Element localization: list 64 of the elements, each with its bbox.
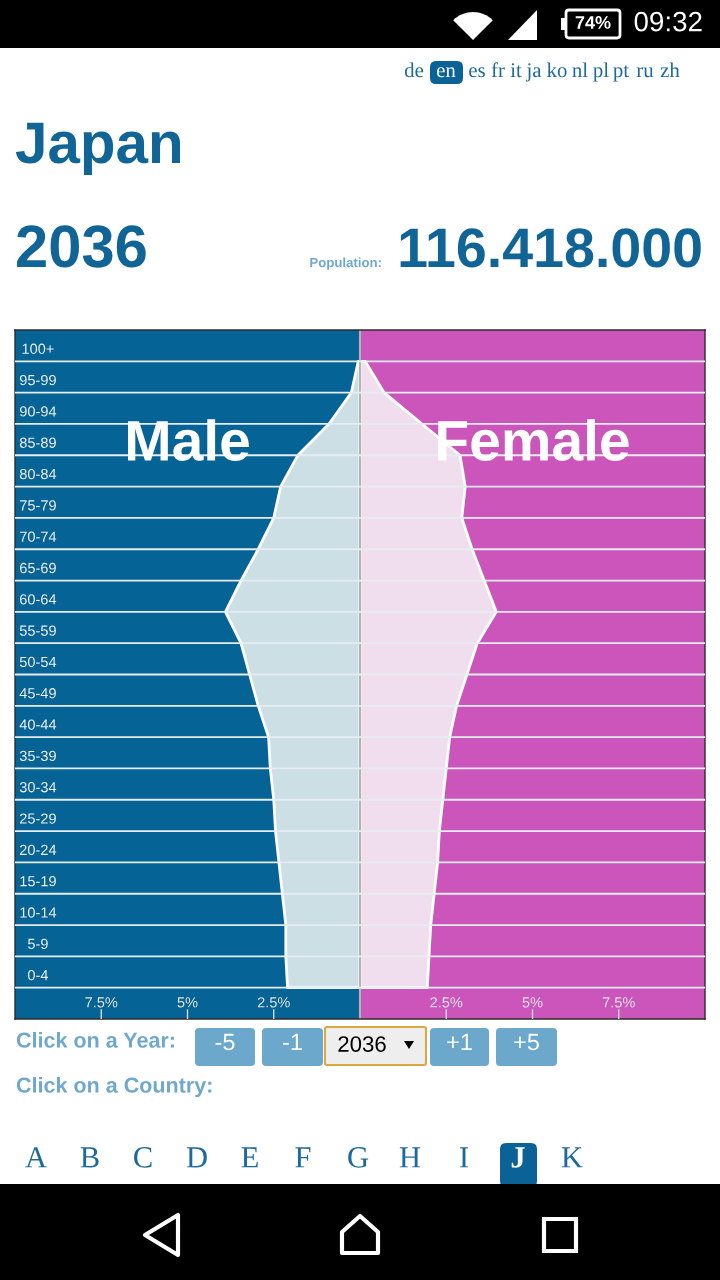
text: Click on a Year: (16, 1031, 174, 1048)
text: -1 (283, 1033, 302, 1051)
text: pl (593, 62, 609, 82)
y-tick-label: 75-79 (20, 500, 56, 511)
text: 74% (575, 16, 611, 29)
y-tick-label: 60-64 (20, 594, 57, 605)
text: E (241, 1147, 258, 1168)
text: -5 (215, 1033, 235, 1051)
chart-title: Japan (15, 122, 180, 176)
y-tick-label: 100+ (22, 343, 54, 354)
y-tick-label: 15-19 (20, 876, 56, 887)
y-tick-label: 90-94 (19, 406, 57, 417)
y-tick-label: 85-89 (19, 437, 56, 448)
y-tick-label: 95-99 (19, 374, 56, 386)
text: J (511, 1147, 525, 1168)
text: pt (613, 65, 629, 82)
text: zh (660, 62, 680, 78)
text: ja (525, 63, 542, 82)
y-tick-label: 10-14 (20, 907, 57, 918)
text: I (460, 1147, 469, 1168)
y-tick-label: 0-4 (27, 969, 49, 981)
y-tick-label: 65-69 (20, 562, 56, 574)
text: Population: (310, 257, 381, 270)
text: A (25, 1147, 47, 1168)
text: ko (546, 62, 567, 78)
text: fr (491, 62, 505, 78)
y-tick-label: 35-39 (19, 750, 56, 762)
text: K (561, 1147, 583, 1168)
x-tick-label: 5% (522, 997, 543, 1008)
text: nl (572, 62, 588, 78)
text: D (186, 1147, 207, 1168)
y-tick-label: 50-54 (19, 656, 57, 668)
y-tick-label: 25-29 (20, 813, 56, 824)
y-tick-label: 45-49 (19, 688, 56, 699)
text: 09:32 (634, 11, 702, 32)
text: G (348, 1147, 369, 1168)
text: ru (636, 67, 654, 78)
y-tick-label: 80-84 (19, 468, 57, 480)
text: F (295, 1147, 311, 1168)
text: 116.418.000 (400, 228, 701, 268)
text: it (510, 63, 522, 78)
y-tick-label: 30-34 (19, 782, 57, 793)
text: es (469, 67, 485, 78)
text: 2036 (17, 225, 146, 268)
text: B (80, 1147, 99, 1168)
x-tick-label: 7.5% (602, 997, 635, 1008)
series-label: Male (128, 419, 249, 462)
text: 2036 (338, 1036, 386, 1052)
y-tick-label: 5-9 (27, 938, 48, 949)
text: en (436, 67, 456, 78)
x-tick-label: 2.5% (257, 997, 290, 1008)
y-tick-label: 40-44 (19, 719, 57, 730)
text: H (399, 1147, 421, 1168)
x-tick-label: 2.5% (430, 997, 463, 1008)
y-tick-label: 20-24 (20, 844, 57, 856)
y-tick-label: 70-74 (20, 531, 57, 542)
x-tick-label: 5% (177, 997, 198, 1008)
text: Click on a Country: (16, 1076, 212, 1098)
text: de (404, 62, 424, 78)
text: +1 (447, 1033, 472, 1051)
y-tick-label: 55-59 (19, 625, 56, 636)
x-tick-label: 7.5% (85, 997, 118, 1008)
text: +5 (514, 1033, 539, 1051)
text: C (134, 1147, 152, 1168)
